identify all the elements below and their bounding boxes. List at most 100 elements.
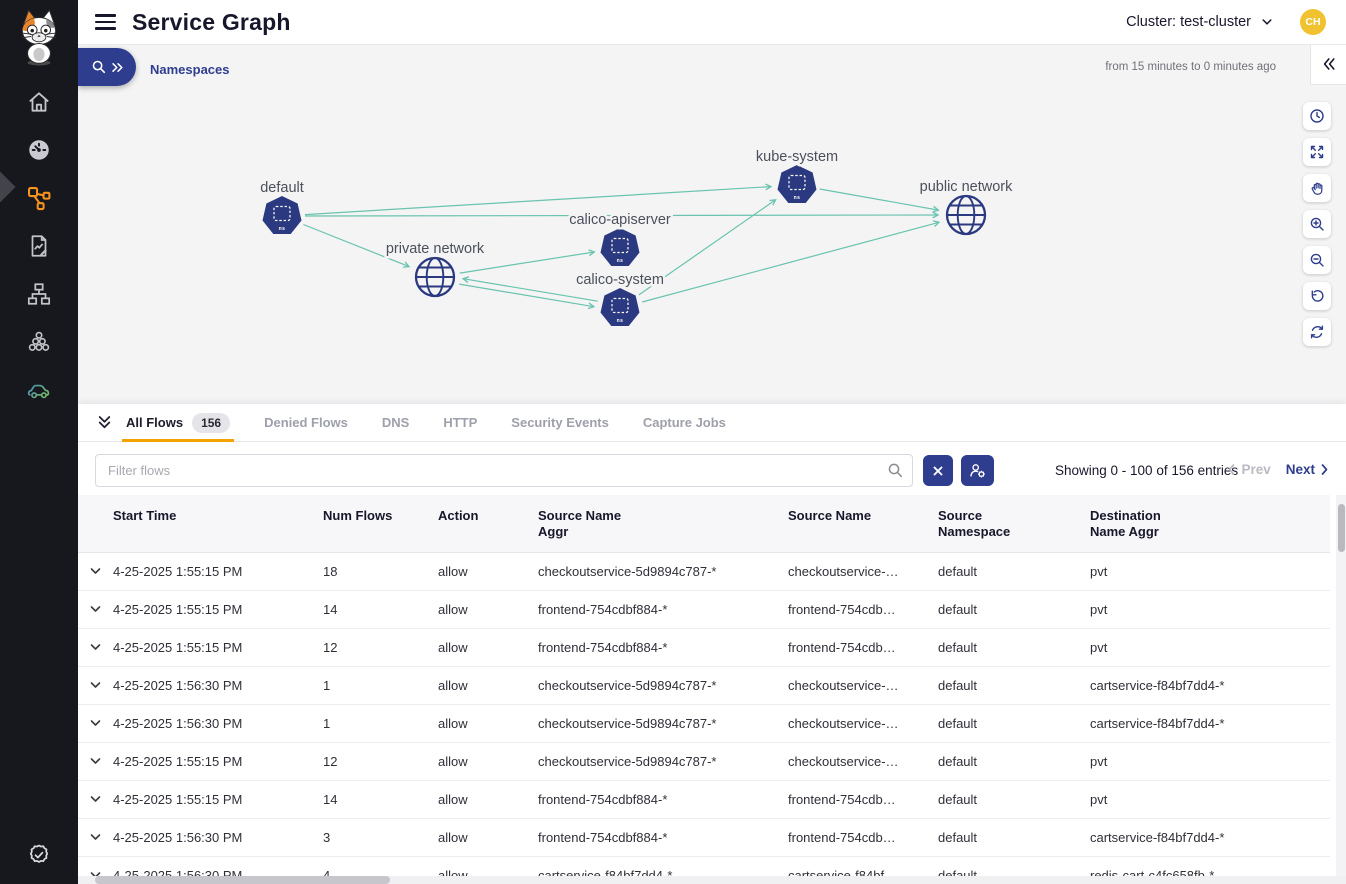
next-page-button[interactable]: Next bbox=[1286, 462, 1330, 477]
table-row[interactable]: 4-25-2025 1:56:30 PM 4 allow cartservice-f8… bbox=[78, 857, 1330, 878]
graph-edge-default-to-kube-system bbox=[304, 183, 773, 216]
row-expand-chevron-icon[interactable] bbox=[78, 754, 113, 769]
sidebar-item-dashboard[interactable] bbox=[0, 126, 78, 174]
table-row[interactable]: 4-25-2025 1:55:15 PM 12 allow frontend-754c… bbox=[78, 629, 1330, 667]
filter-flows-input[interactable] bbox=[95, 454, 913, 487]
page-title: Service Graph bbox=[132, 8, 291, 35]
tab-denied-flows[interactable]: Denied Flows bbox=[264, 404, 348, 441]
table-cell: checkoutservice-… bbox=[788, 754, 899, 769]
zoom-out-button[interactable] bbox=[1303, 246, 1331, 274]
sidebar-item-home[interactable] bbox=[0, 78, 78, 126]
graph-node-private-network[interactable]: private network bbox=[383, 239, 487, 298]
sidebar-item-network-tree[interactable] bbox=[0, 270, 78, 318]
sidebar-item-car[interactable] bbox=[0, 366, 78, 414]
tab-label: DNS bbox=[381, 415, 410, 430]
zoom-in-icon bbox=[1309, 216, 1325, 232]
table-row[interactable]: 4-25-2025 1:55:15 PM 14 allow frontend-754c… bbox=[78, 781, 1330, 819]
service-graph-area: ns default private network ns calico-apiserv… bbox=[78, 44, 1346, 404]
clock-button[interactable] bbox=[1303, 102, 1331, 130]
table-cell: 4-25-2025 1:55:15 PM bbox=[113, 754, 243, 769]
svg-text:ns: ns bbox=[617, 318, 624, 324]
collapse-flows-panel-button[interactable] bbox=[95, 414, 113, 432]
graph-edge-kube-system-to-public-network bbox=[819, 188, 940, 213]
sidebar-item-components[interactable] bbox=[0, 318, 78, 366]
table-cell: default bbox=[938, 678, 978, 693]
avatar[interactable]: CH bbox=[1300, 9, 1326, 35]
table-cell: pvt bbox=[1090, 792, 1108, 807]
sidebar-item-reports[interactable] bbox=[0, 222, 78, 270]
table-cell: 12 bbox=[323, 754, 338, 769]
expand-button[interactable] bbox=[1303, 138, 1331, 166]
table-cell: allow bbox=[438, 754, 468, 769]
table-cell: 4-25-2025 1:56:30 PM bbox=[113, 830, 243, 845]
row-expand-chevron-icon[interactable] bbox=[78, 716, 113, 731]
sidebar-item-service-graph[interactable] bbox=[0, 174, 78, 222]
horizontal-scrollbar-thumb[interactable] bbox=[95, 876, 390, 884]
pan-hand-button[interactable] bbox=[1303, 174, 1331, 202]
graph-edge-default-to-private-network bbox=[303, 223, 411, 268]
namespace-heptagon-icon bbox=[600, 228, 640, 266]
table-cell: frontend-754cdb… bbox=[788, 640, 896, 655]
graph-node-calico-system[interactable]: ns calico-system bbox=[574, 270, 666, 326]
table-row[interactable]: 4-25-2025 1:56:30 PM 1 allow checkoutservic… bbox=[78, 705, 1330, 743]
table-cell: 4-25-2025 1:56:30 PM bbox=[113, 868, 243, 878]
graph-node-public-network[interactable]: public network bbox=[917, 177, 1016, 236]
graph-node-label: calico-system bbox=[576, 272, 664, 288]
table-cell: default bbox=[938, 602, 978, 617]
table-header-row: Start Time Num Flows Action Source Name Agg… bbox=[78, 495, 1330, 553]
tab-label: HTTP bbox=[443, 415, 478, 430]
verified-badge-icon[interactable] bbox=[26, 842, 52, 868]
tab-security-events[interactable]: Security Events bbox=[511, 404, 609, 441]
tabs: All Flows 156 Denied Flows DNS HTTP Security … bbox=[113, 404, 726, 442]
clear-filter-button[interactable] bbox=[923, 455, 953, 486]
tab-all-flows[interactable]: All Flows 156 bbox=[121, 404, 235, 442]
calico-cat-logo[interactable] bbox=[14, 6, 64, 68]
table-cell: 4-25-2025 1:55:15 PM bbox=[113, 564, 243, 579]
tab-http[interactable]: HTTP bbox=[443, 404, 477, 441]
table-cell: cartservice-f84bf7dd4-* bbox=[1090, 678, 1225, 693]
sidebar bbox=[0, 0, 78, 884]
prev-page-button[interactable]: Prev bbox=[1226, 462, 1271, 477]
column-settings-button[interactable] bbox=[961, 455, 994, 486]
row-expand-chevron-icon[interactable] bbox=[78, 678, 113, 693]
table-row[interactable]: 4-25-2025 1:55:15 PM 18 allow checkoutservi… bbox=[78, 553, 1330, 591]
tab-dns[interactable]: DNS bbox=[382, 404, 409, 441]
graph-node-default[interactable]: ns default bbox=[258, 178, 306, 234]
undo-button[interactable] bbox=[1303, 282, 1331, 310]
table-cell: 4 bbox=[323, 868, 331, 878]
expand-icon bbox=[1309, 144, 1325, 160]
zoom-out-icon bbox=[1309, 252, 1325, 268]
tab-capture-jobs[interactable]: Capture Jobs bbox=[643, 404, 726, 441]
row-expand-chevron-icon[interactable] bbox=[78, 792, 113, 807]
graph-edge-default-to-public-network bbox=[304, 211, 940, 219]
vertical-scrollbar-thumb[interactable] bbox=[1337, 504, 1345, 552]
table-cell: frontend-754cdbf884-* bbox=[538, 602, 668, 617]
row-expand-chevron-icon[interactable] bbox=[78, 564, 113, 579]
row-expand-chevron-icon[interactable] bbox=[78, 602, 113, 617]
tab-count-badge: 156 bbox=[192, 412, 231, 433]
table-cell: default bbox=[938, 830, 978, 845]
graph-search-button[interactable] bbox=[78, 48, 136, 86]
double-chevron-down-icon bbox=[98, 416, 110, 429]
table-row[interactable]: 4-25-2025 1:55:15 PM 12 allow checkoutservi… bbox=[78, 743, 1330, 781]
table-cell: default bbox=[938, 792, 978, 807]
breadcrumb[interactable]: Namespaces bbox=[150, 62, 230, 77]
table-cell: frontend-754cdb… bbox=[788, 792, 896, 807]
graph-node-kube-system[interactable]: ns kube-system bbox=[753, 147, 841, 203]
tab-label: Security Events bbox=[511, 415, 609, 430]
hamburger-menu-icon[interactable] bbox=[95, 10, 119, 34]
zoom-in-button[interactable] bbox=[1303, 210, 1331, 238]
table-row[interactable]: 4-25-2025 1:56:30 PM 1 allow checkoutservic… bbox=[78, 667, 1330, 705]
table-cell: pvt bbox=[1090, 754, 1108, 769]
collapse-panel-button[interactable] bbox=[1310, 44, 1346, 85]
row-expand-chevron-icon[interactable] bbox=[78, 830, 113, 845]
cluster-selector[interactable]: Cluster: test-cluster bbox=[1126, 14, 1274, 30]
table-row[interactable]: 4-25-2025 1:56:30 PM 3 allow frontend-754cd… bbox=[78, 819, 1330, 857]
row-expand-chevron-icon[interactable] bbox=[78, 640, 113, 655]
table-row[interactable]: 4-25-2025 1:55:15 PM 14 allow frontend-754c… bbox=[78, 591, 1330, 629]
graph-node-label: calico-apiserver bbox=[569, 212, 671, 228]
graph-node-calico-apiserver[interactable]: ns calico-apiserver bbox=[567, 210, 673, 266]
search-icon bbox=[92, 60, 105, 74]
refresh-button[interactable] bbox=[1303, 318, 1331, 346]
